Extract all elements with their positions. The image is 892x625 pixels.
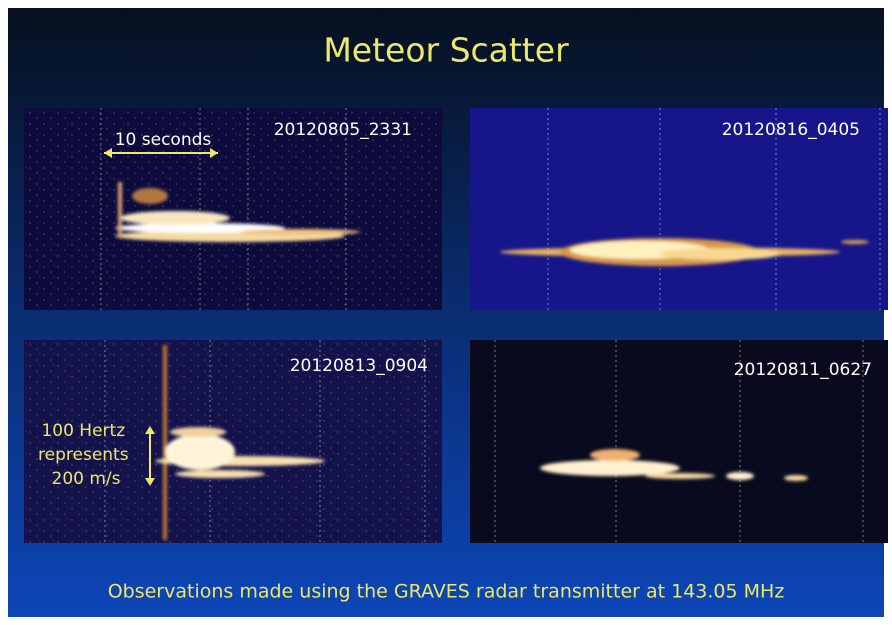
annotation-line: 200 m/s [52,469,121,489]
spectrogram-panel: 10 seconds 20120805_2331 [24,108,442,310]
panel-label: 20120813_0904 [290,356,428,376]
panel-label: 20120805_2331 [274,120,412,140]
annotation: 100 Hertz represents 200 m/s [38,421,134,489]
panel-label: 20120816_0405 [722,120,860,140]
spectrogram-panel: 20120816_0405 [470,108,888,310]
panel-label: 20120811_0627 [734,360,872,380]
annotation: 10 seconds [115,130,212,150]
title: Meteor Scatter [323,31,569,70]
spectrogram-panel: 100 Hertz represents 200 m/s 20120813_09… [24,340,442,543]
spectrogram-panel: 20120811_0627 [470,340,888,543]
annotation-line: represents [38,445,129,465]
caption: Observations made using the GRAVES radar… [108,581,785,603]
annotation-line: 100 Hertz [41,421,125,441]
